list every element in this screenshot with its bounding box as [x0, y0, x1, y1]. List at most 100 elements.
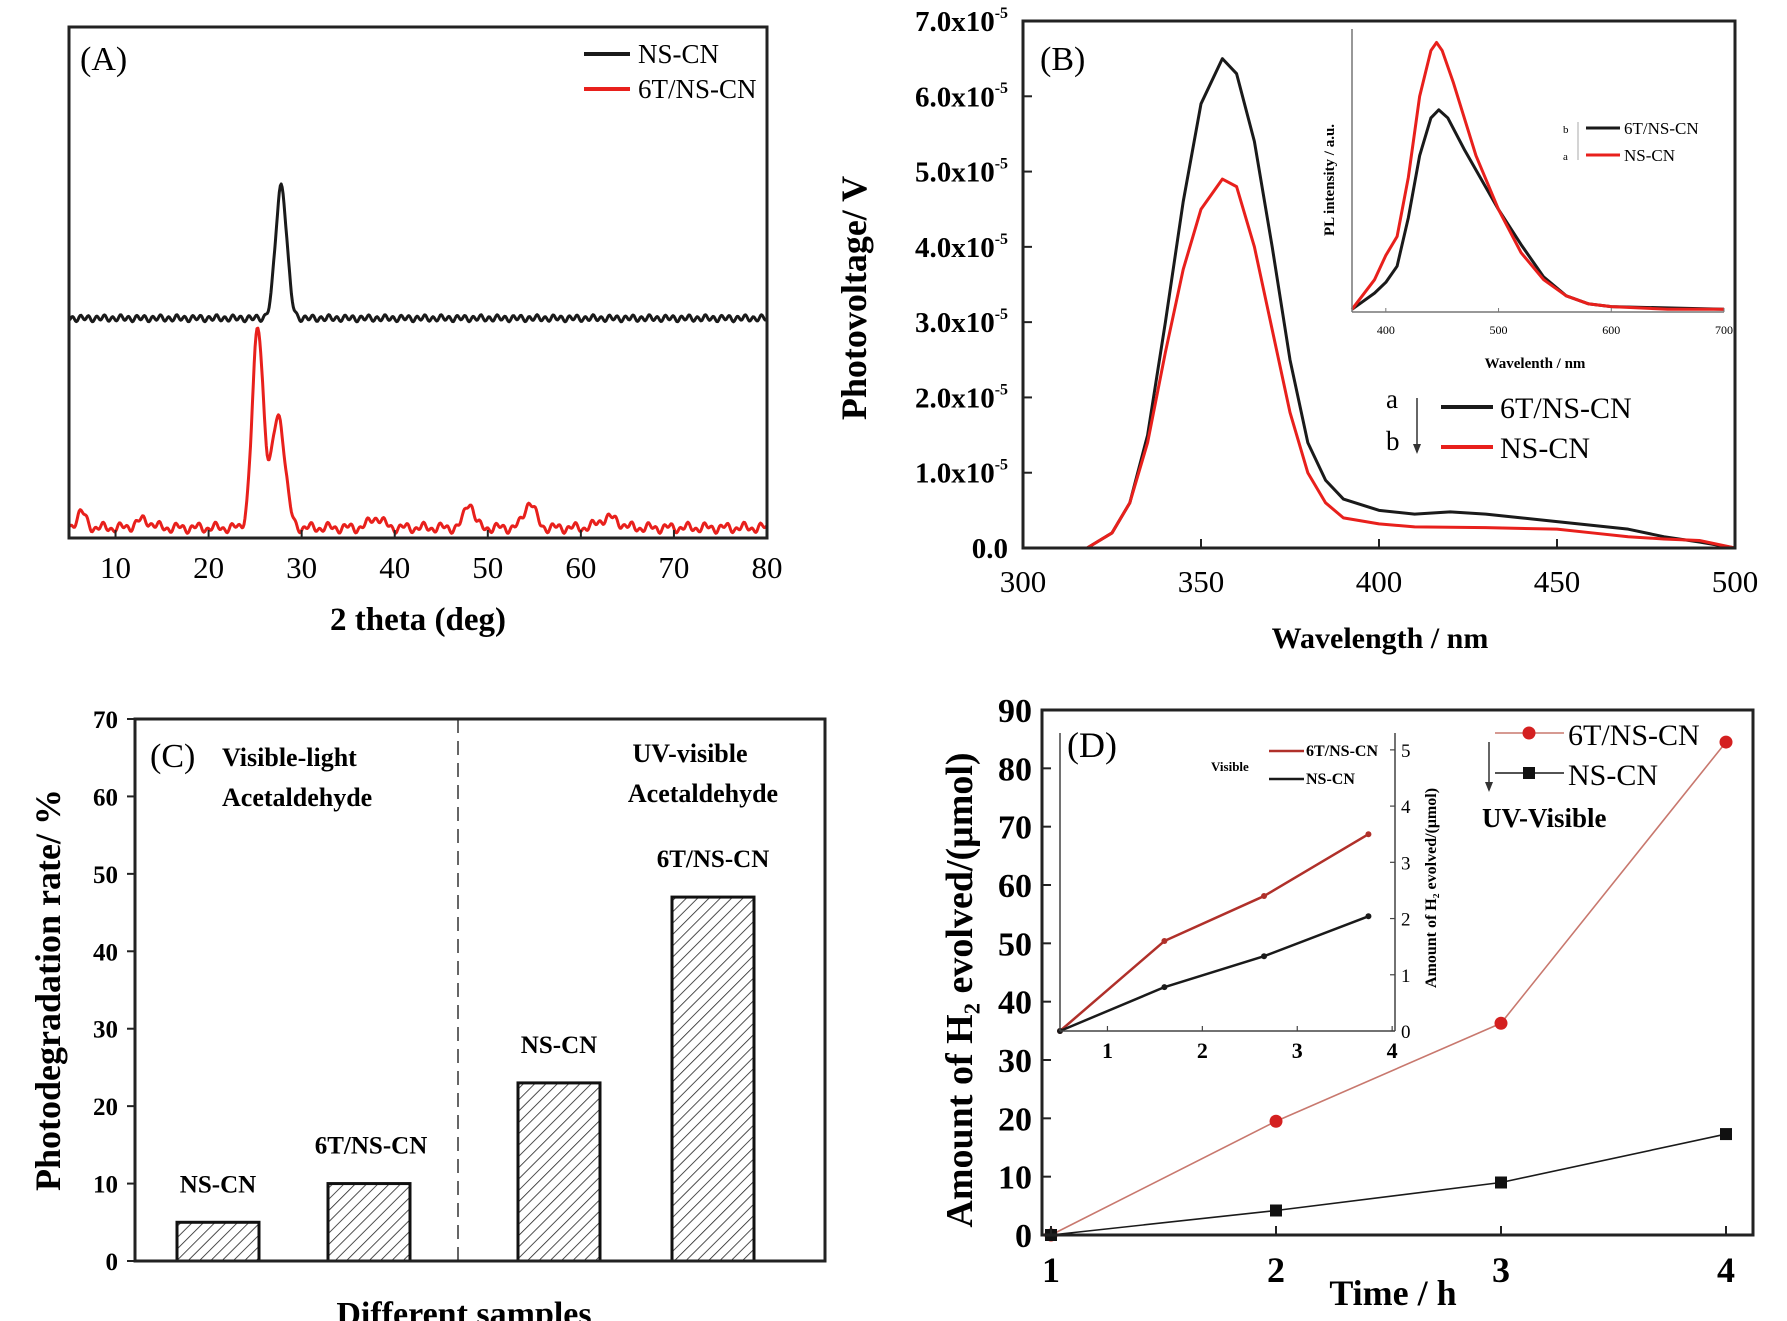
panel-d-inset-marker	[1161, 938, 1168, 945]
panel-b-ylabel: Photovoltage/ V	[834, 176, 874, 420]
panel-c-group2-title-2: Acetaldehyde	[628, 779, 778, 808]
panel-d-inset-ytick-label: 1	[1401, 966, 1411, 987]
panel-d-inset-xtick-label: 1	[1102, 1038, 1113, 1063]
panel-a-xtick-label: 40	[379, 550, 410, 585]
panel-a-legend-ns-cn: NS-CN	[638, 39, 719, 69]
panel-d-xtick-label: 1	[1042, 1250, 1060, 1290]
panel-a-series-ns-cn	[67, 182, 769, 324]
panel-b-legend-arrowhead	[1413, 444, 1421, 454]
panel-b-inset-xtick-label: 400	[1377, 323, 1395, 337]
panel-c-bar-label: NS-CN	[521, 1032, 597, 1059]
panel-d-ylabel: Amount of H₂ evolved/(μmol)	[939, 752, 981, 1227]
panel-a-xtick-label: 50	[472, 550, 503, 585]
panel-d-xlabel: Time / h	[1329, 1273, 1456, 1313]
panel-a-xtick-label: 60	[565, 550, 596, 585]
panel-d-legend-6t: 6T/NS-CN	[1568, 719, 1700, 752]
panel-d-inset-marker	[1365, 831, 1372, 838]
panel-b-legend-arrow-b: b	[1386, 426, 1400, 456]
panel-c-group1-title-2: Acetaldehyde	[222, 783, 372, 812]
panel-b-inset-xlabel: Wavelenth / nm	[1485, 356, 1586, 372]
panel-d-marker-circle	[1494, 1016, 1508, 1030]
panel-a-xtick-label: 80	[752, 550, 783, 585]
panel-c-letter: (C)	[150, 738, 195, 775]
panel-d-marker-circle	[1719, 735, 1733, 749]
panel-b-xtick-label: 500	[1712, 564, 1759, 599]
panel-d-legend-marker	[1522, 726, 1536, 740]
panel-c-bar	[670, 895, 756, 1263]
panel-d-inset-series-ns-cn	[1059, 915, 1369, 1033]
panel-d-letter: (D)	[1067, 725, 1117, 765]
panel-b-ytick-label: 0.0	[972, 533, 1008, 565]
panel-a-xtick-label: 20	[193, 550, 224, 585]
panel-c-group1-title-1: Visible-light	[222, 743, 357, 772]
panel-b-inset-arrow-b: b	[1563, 124, 1569, 136]
panel-b-ytick-label: 4.0x10-5	[915, 231, 1008, 264]
chart-marks: 10 20 30 40 50 60 70 80 300 350 400 450 5000.01.0x10…	[67, 5, 1759, 1290]
panel-d-legend-marker	[1523, 767, 1535, 779]
panel-c-ytick-label: 40	[93, 939, 118, 966]
panel-b-series-ns-cn	[1023, 177, 1736, 550]
panel-b-inset-legend-6t: 6T/NS-CN	[1624, 119, 1699, 138]
panel-d-inset-xtick-label: 2	[1197, 1038, 1208, 1063]
panel-d-ytick-label: 0	[1015, 1218, 1032, 1255]
panel-b-inset-series-6t-ns-cn	[1351, 108, 1725, 311]
panel-b-xlabel: Wavelength / nm	[1272, 622, 1489, 655]
panel-a-xtick-label: 70	[658, 550, 689, 585]
panel-a-frame	[67, 25, 769, 540]
panel-d-inset-marker	[1365, 913, 1372, 920]
panel-d-inset-legend-6t: 6T/NS-CN	[1306, 743, 1378, 760]
panel-a-xlabel: 2 theta (deg)	[330, 602, 506, 638]
panel-c-bar	[326, 1182, 412, 1263]
panel-d-series-ns-cn	[1050, 1133, 1727, 1236]
panel-d-inset-marker	[1261, 893, 1268, 900]
panel-b-inset-ylabel: PL intensity / a.u.	[1322, 124, 1338, 236]
panel-c-ytick-label: 60	[93, 784, 118, 811]
panel-b-ytick-label: 5.0x10-5	[915, 156, 1008, 189]
panel-b-inset-arrow-a: a	[1563, 151, 1568, 163]
panel-d-inset-ytick-label: 3	[1401, 853, 1411, 874]
panel-b-ytick-label: 7.0x10-5	[915, 5, 1008, 38]
panel-b-ytick-label: 2.0x10-5	[915, 381, 1008, 414]
panel-c-ytick-label: 20	[93, 1094, 118, 1121]
panel-c-bar	[516, 1081, 602, 1263]
panel-d-inset-series-6t-ns-cn	[1059, 833, 1370, 1032]
panel-b-legend-arrow-a: a	[1386, 384, 1398, 414]
panel-b-series-6t-ns-cn	[1023, 57, 1736, 550]
panel-b-xtick-label: 300	[1000, 564, 1047, 599]
panel-b-inset-series-ns-cn	[1350, 40, 1724, 311]
panel-d-inset-note: Visible	[1211, 759, 1249, 774]
panel-c-ytick-label: 30	[93, 1017, 118, 1044]
panel-c-ytick-label: 50	[93, 862, 118, 889]
panel-c-bar-label: NS-CN	[180, 1171, 256, 1198]
panel-a-letter: (A)	[80, 41, 127, 78]
panel-d-inset-marker	[1161, 984, 1168, 991]
panel-d-legend-arrowhead	[1485, 782, 1493, 792]
panel-d-inset-xtick-label: 4	[1387, 1038, 1398, 1063]
panel-d-ytick-label: 80	[998, 751, 1032, 788]
panel-c-group2-title-1: UV-visible	[632, 739, 747, 768]
panel-b-letter: (B)	[1040, 41, 1085, 78]
panel-d-ytick-label: 50	[998, 926, 1032, 963]
panel-b-inset-xtick-label: 500	[1490, 323, 1508, 337]
panel-c-ytick-label: 0	[106, 1249, 119, 1276]
panel-d-ytick-label: 10	[998, 1160, 1032, 1197]
panel-d-inset-ytick-label: 2	[1401, 910, 1411, 931]
panel-b-ytick-label: 6.0x10-5	[915, 80, 1008, 113]
panel-d-ytick-label: 60	[998, 868, 1032, 905]
panel-b-xtick-label: 350	[1178, 564, 1225, 599]
panel-d-legend-ns-cn: NS-CN	[1568, 759, 1658, 792]
panel-c-frame	[133, 717, 827, 1263]
panel-b-legend-6t: 6T/NS-CN	[1500, 392, 1632, 425]
panel-b-inset-xtick-label: 600	[1602, 323, 1620, 337]
panel-d-inset-xtick-label: 3	[1292, 1038, 1303, 1063]
panel-d-ytick-label: 30	[998, 1043, 1032, 1080]
panel-b-legend-ns-cn: NS-CN	[1500, 432, 1590, 465]
panel-c-bar-label: 6T/NS-CN	[657, 846, 770, 873]
panel-d-marker-square	[1720, 1128, 1732, 1141]
panel-d-xtick-label: 3	[1492, 1250, 1510, 1290]
panel-b-inset-xtick-label: 700	[1715, 323, 1733, 337]
panel-d-xtick-label: 2	[1267, 1250, 1285, 1290]
panel-d-ytick-label: 70	[998, 810, 1032, 847]
panel-c-xlabel: Different samples	[336, 1296, 591, 1321]
panel-d-inset-ytick-label: 5	[1401, 741, 1411, 762]
